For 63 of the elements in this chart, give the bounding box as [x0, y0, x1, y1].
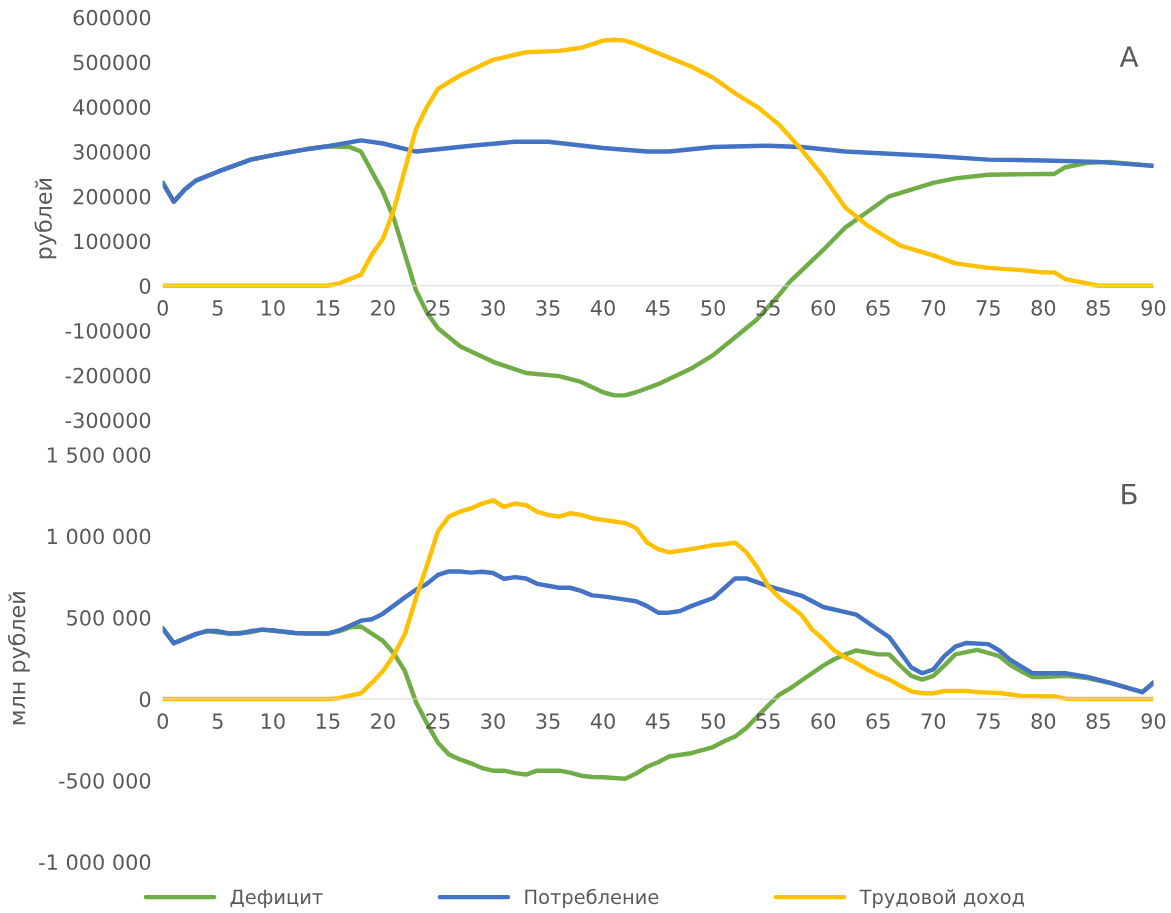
x-tick-label: 90: [1141, 713, 1166, 730]
x-tick-label: 65: [866, 713, 890, 730]
legend-label: Потребление: [525, 888, 659, 908]
y-tick-label: 1 000 000: [47, 528, 151, 545]
x-tick-label: 85: [1086, 300, 1110, 316]
x-tick-label: 40: [590, 713, 615, 730]
x-tick-label: 50: [701, 300, 726, 316]
y-axis-title: млн рублей: [7, 592, 30, 725]
x-tick-label: 35: [536, 713, 560, 730]
y-tick-label: -1 000 000: [39, 854, 151, 871]
y-axis-title: рублей: [34, 179, 57, 259]
x-tick-label: 90: [1141, 300, 1166, 316]
x-tick-label: 75: [976, 713, 1000, 730]
y-tick-label: 400000: [73, 99, 151, 116]
x-tick-label: 65: [866, 300, 890, 316]
x-tick-label: 30: [481, 713, 505, 730]
x-tick-label: 25: [426, 713, 450, 730]
y-tick-label: 100000: [74, 233, 151, 250]
x-tick-label: 5: [212, 300, 223, 316]
x-tick-label: 30: [481, 300, 505, 316]
x-tick-label: 80: [1031, 713, 1056, 730]
y-tick-label: 1 500 000: [47, 447, 151, 463]
x-tick-label: 35: [536, 300, 560, 316]
y-tick-label: 500000: [73, 54, 151, 71]
x-tick-label: 0: [157, 300, 169, 316]
legend-label: Дефицит: [230, 889, 323, 908]
x-tick-label: 75: [976, 300, 1000, 316]
annotation: Б: [1122, 484, 1137, 505]
line-series: [162, 569, 1154, 695]
x-tick-label: 0: [157, 713, 169, 730]
x-tick-label: 5: [212, 713, 223, 730]
x-tick-label: 55: [756, 713, 780, 730]
y-tick-label: 300000: [73, 144, 151, 160]
x-tick-label: 60: [811, 300, 836, 316]
x-tick-label: 10: [261, 300, 285, 316]
y-tick-label: -100000: [65, 322, 151, 339]
x-tick-label: 50: [701, 713, 726, 730]
x-tick-label: 70: [921, 300, 946, 316]
y-tick-label: -300000: [65, 412, 151, 429]
y-tick-label: 500 000: [67, 610, 151, 626]
x-tick-label: 85: [1086, 713, 1110, 730]
x-tick-label: 15: [316, 300, 340, 316]
x-tick-label: 25: [426, 300, 450, 316]
x-tick-label: 80: [1031, 300, 1056, 316]
y-tick-label: -500 000: [59, 772, 151, 789]
x-tick-label: 60: [811, 713, 836, 730]
y-tick-label: 0: [139, 278, 151, 294]
line-series: [162, 138, 1154, 204]
x-tick-label: 10: [261, 713, 285, 730]
x-tick-label: 20: [371, 713, 395, 730]
y-tick-label: 0: [139, 691, 151, 708]
line-series: [162, 37, 1154, 288]
y-tick-label: -200000: [65, 367, 151, 384]
x-tick-label: 40: [590, 300, 615, 316]
x-tick-label: 45: [645, 300, 670, 316]
y-tick-label: 600000: [73, 9, 151, 26]
x-tick-label: 15: [316, 713, 340, 730]
legend-label: Трудовой доход: [859, 889, 1025, 908]
x-tick-label: 20: [371, 300, 395, 316]
x-tick-label: 70: [921, 713, 946, 730]
x-tick-label: 45: [645, 713, 670, 730]
annotation: А: [1119, 46, 1139, 67]
y-tick-label: 200000: [73, 188, 151, 205]
